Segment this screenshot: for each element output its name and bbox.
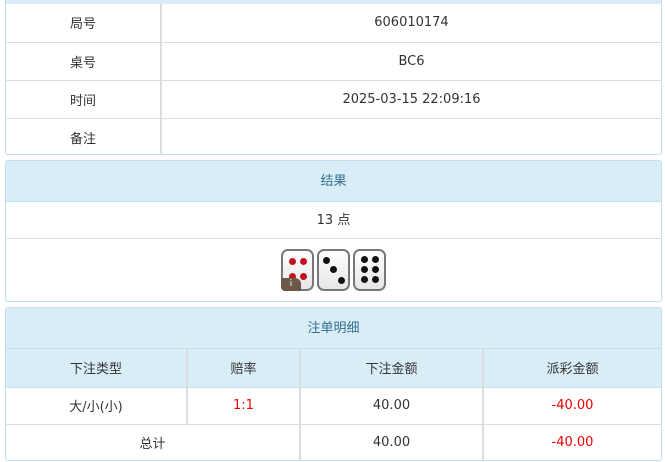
column-headers: 下注类型 赔率 下注金额 派彩金额 [6,349,661,388]
bet-type: 大/小(小) [6,387,188,425]
die-six-icon [353,249,386,291]
header-bet-type: 下注类型 [6,349,188,388]
pip [330,266,337,273]
result-title: 结果 [6,161,661,202]
payout: -40.00 [483,387,661,425]
total-row: 总计 40.00 -40.00 [6,424,661,460]
total-label: 总计 [6,424,301,460]
time-value: 2025-03-15 22:09:16 [161,80,661,119]
total-amount: 40.00 [300,424,484,460]
pip [323,257,330,264]
info-badge-icon[interactable]: i [281,278,301,291]
panel-top-edge [5,0,662,5]
note-value [161,118,661,154]
table-row: 大/小(小) 1:1 40.00 -40.00 [6,387,661,425]
pip [289,273,296,280]
pip [338,277,345,284]
pip [300,258,307,265]
result-panel: 结果 13 点 i [5,160,662,302]
die-three-icon [317,249,350,291]
round-info-panel: 局号 606010174 桌号 BC6 时间 2025-03-15 22:09:16 … [5,4,662,155]
bet-details-panel: 注单明细 下注类型 赔率 下注金额 派彩金额 大/小(小) 1:1 40.00 … [5,307,662,461]
pip [289,258,296,265]
bet-amount: 40.00 [300,387,484,425]
odds: 1:1 [187,387,301,425]
info-row-round: 局号 606010174 [6,4,661,43]
table-number: BC6 [161,42,661,81]
header-odds: 赔率 [187,349,301,388]
info-row-table: 桌号 BC6 [6,42,661,81]
info-row-note: 备注 [6,118,661,154]
total-payout: -40.00 [551,435,594,451]
pip [300,273,307,280]
header-payout: 派彩金额 [483,349,661,388]
label: 桌号 [6,42,162,81]
pip [361,256,368,263]
pip [361,266,368,273]
pip [361,276,368,283]
result-points: 13 点 [6,202,661,239]
pip [372,256,379,263]
info-row-time: 时间 2025-03-15 22:09:16 [6,80,661,119]
pip [372,266,379,273]
label: 局号 [6,4,162,43]
label: 时间 [6,80,162,119]
header-bet-amount: 下注金额 [300,349,484,388]
round-number: 606010174 [161,4,661,43]
label: 备注 [6,118,162,154]
die-four-icon[interactable]: i [281,249,314,291]
pip [372,276,379,283]
bet-details-title: 注单明细 [6,308,661,349]
dice-row: i [6,239,661,301]
